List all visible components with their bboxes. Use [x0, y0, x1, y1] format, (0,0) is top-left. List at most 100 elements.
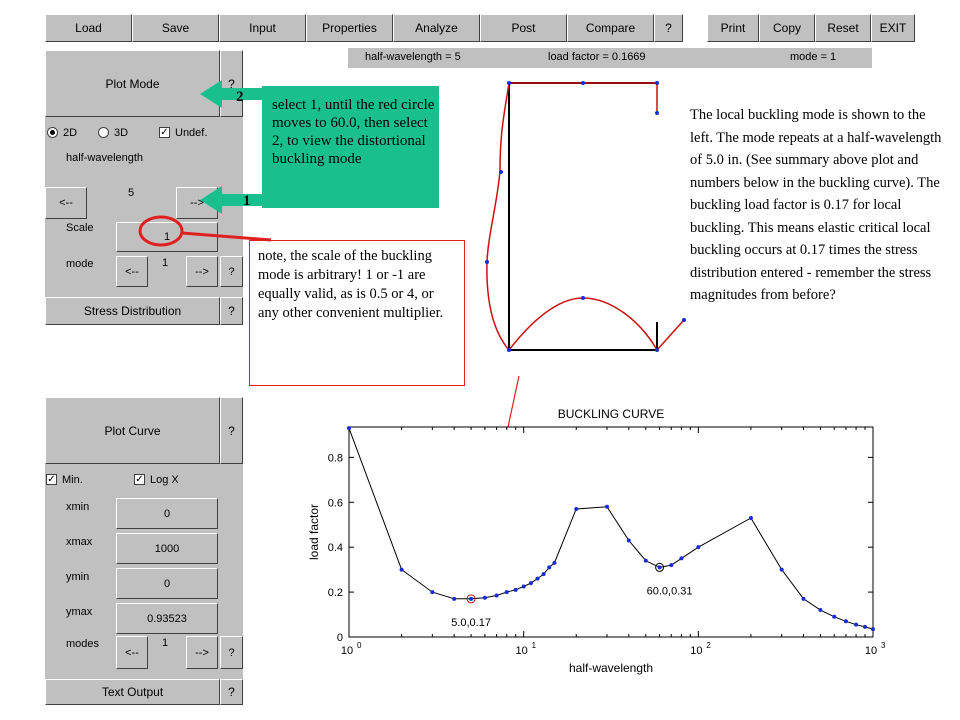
analyze-button[interactable]: Analyze: [393, 14, 480, 42]
curve-point: [779, 567, 784, 572]
curve-point: [854, 622, 859, 627]
hw-value: 5: [128, 187, 135, 199]
x-tick-label: 10: [516, 645, 528, 657]
curve-point: [482, 595, 487, 600]
compare-button[interactable]: Compare: [567, 14, 654, 42]
x-tick-exponent: 1: [532, 641, 537, 650]
chart-axes-box: [348, 426, 874, 638]
xmin-input[interactable]: 0: [116, 498, 218, 529]
curve-point: [469, 596, 474, 601]
curve-point: [605, 504, 610, 509]
plot-curve-button[interactable]: Plot Curve: [45, 397, 220, 464]
print-button[interactable]: Print: [707, 14, 759, 42]
curve-point: [863, 624, 868, 629]
green-callout: [264, 86, 439, 208]
undef-label: Undef.: [175, 127, 208, 139]
scale-label: Scale: [66, 222, 94, 234]
curve-point: [626, 538, 631, 543]
mode-value: 1: [162, 257, 169, 269]
hw-prev-button[interactable]: <--: [45, 187, 87, 219]
half-wavelength-label: half-wavelength: [66, 152, 144, 164]
description-text: The local buckling mode is shown to the …: [690, 107, 942, 303]
logx-label: Log X: [150, 474, 179, 486]
menu-help-button[interactable]: ?: [654, 14, 683, 42]
curve-point: [574, 507, 579, 512]
stress-distribution-button[interactable]: Stress Distribution: [45, 297, 220, 325]
modes-next-button[interactable]: -->: [186, 636, 218, 669]
curve-point: [535, 576, 540, 581]
highlight-circle: [655, 562, 665, 572]
curve-point: [818, 608, 823, 613]
chart-xlabel: half-wavelength: [569, 661, 653, 675]
ymin-label: ymin: [66, 571, 90, 583]
curve-point: [669, 563, 674, 568]
step-one-label: 1: [243, 193, 251, 209]
curve-point: [541, 572, 546, 577]
curve-point: [513, 587, 518, 592]
ymin-input[interactable]: 0: [116, 568, 218, 599]
status-mode: mode = 1: [790, 51, 837, 63]
green-callout-text: select 1, until the red circle moves to …: [272, 97, 435, 167]
status-bar: [348, 48, 872, 68]
y-tick-label: 0.8: [328, 452, 343, 464]
highlight-circle: [466, 594, 476, 604]
min-checkbox[interactable]: ✓: [46, 474, 57, 485]
xmax-input[interactable]: 1000: [116, 533, 218, 564]
curve-point: [657, 565, 662, 570]
curve-point: [452, 596, 457, 601]
undef-checkbox[interactable]: ✓: [159, 127, 170, 138]
radio-3d[interactable]: [98, 127, 109, 138]
x-tick-exponent: 0: [357, 641, 362, 650]
curve-point: [748, 515, 753, 520]
x-tick-label: 10: [690, 645, 702, 657]
min-label: Min.: [62, 474, 83, 486]
y-tick-label: 0.4: [328, 542, 343, 554]
reset-button[interactable]: Reset: [815, 14, 871, 42]
modes-value: 1: [162, 637, 169, 649]
ymax-input[interactable]: 0.93523: [116, 603, 218, 634]
exit-button[interactable]: EXIT: [871, 14, 915, 42]
y-tick-label: 0.6: [328, 497, 343, 509]
curve-point: [552, 560, 557, 565]
curve-point: [430, 590, 435, 595]
mode-next-button[interactable]: -->: [186, 256, 218, 287]
radio-2d[interactable]: [47, 127, 58, 138]
curve-point: [696, 545, 701, 550]
copy-button[interactable]: Copy: [759, 14, 815, 42]
radio-2d-label: 2D: [63, 127, 78, 139]
curve-point: [528, 581, 533, 586]
plot-curve-help-button[interactable]: ?: [220, 397, 243, 464]
text-output-button[interactable]: Text Output: [45, 679, 220, 705]
modes-label: modes: [66, 638, 100, 650]
curve-point: [832, 614, 837, 619]
highlight-label: 60.0,0.31: [647, 585, 693, 597]
y-tick-label: 0: [337, 632, 343, 644]
plot-mode-button[interactable]: Plot Mode: [45, 50, 220, 117]
save-button[interactable]: Save: [132, 14, 219, 42]
logx-checkbox[interactable]: ✓: [134, 474, 145, 485]
scale-note: note, the scale of the buckling mode is …: [249, 240, 465, 386]
text-output-help-button[interactable]: ?: [220, 679, 243, 705]
x-tick-label: 10: [341, 645, 353, 657]
x-tick-label: 10: [865, 645, 877, 657]
mode-prev-button[interactable]: <--: [116, 256, 148, 287]
stress-distribution-help-button[interactable]: ?: [220, 297, 243, 325]
mode-help-button[interactable]: ?: [220, 256, 243, 287]
input-button[interactable]: Input: [219, 14, 306, 42]
load-button[interactable]: Load: [45, 14, 132, 42]
highlight-label: 5.0,0.17: [451, 617, 491, 629]
curve-point: [494, 593, 499, 598]
post-button[interactable]: Post: [480, 14, 567, 42]
step-two-label: 2: [236, 89, 244, 105]
mode-label: mode: [66, 258, 94, 270]
modes-help-button[interactable]: ?: [220, 636, 243, 669]
curve-point: [843, 619, 848, 624]
curve-point: [871, 627, 875, 632]
properties-button[interactable]: Properties: [306, 14, 393, 42]
curve-point: [547, 565, 552, 570]
modes-prev-button[interactable]: <--: [116, 636, 148, 669]
curve-point: [679, 556, 684, 561]
xmin-label: xmin: [66, 501, 90, 513]
